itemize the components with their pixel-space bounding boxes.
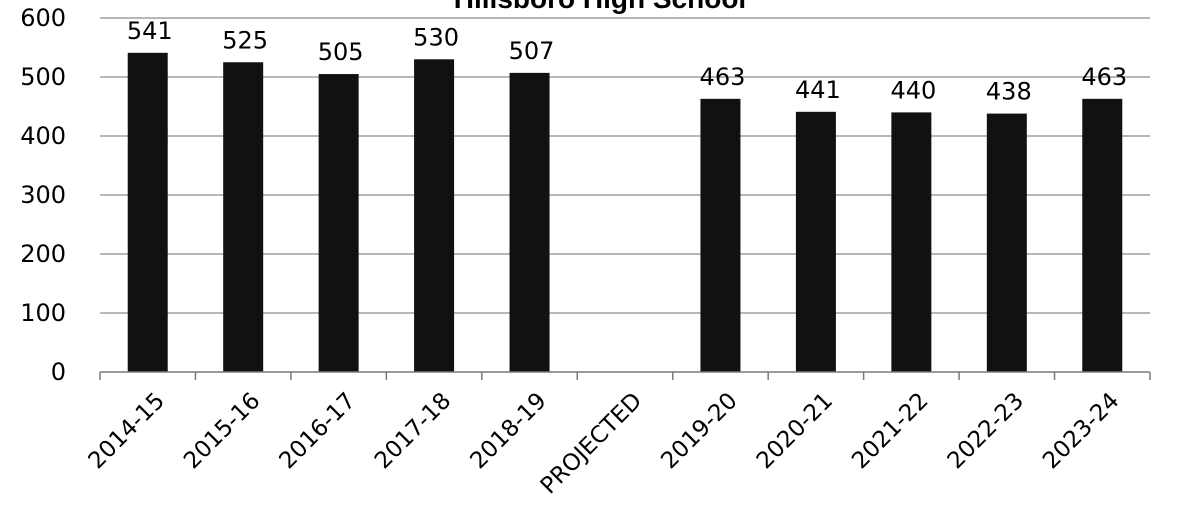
data-label: 440 [890,76,936,104]
y-axis-ticks: 0 100 200 300 400 500 600 [20,4,66,386]
data-label: 463 [1081,63,1127,91]
x-tick-label: 2016-17 [275,388,361,474]
y-tick-label: 400 [20,122,66,150]
x-tick-label: 2021-22 [847,388,933,474]
y-tick-label: 100 [20,299,66,327]
data-label: 525 [222,26,268,54]
data-labels: 541 525 505 530 507 463 441 440 438 463 [127,17,1127,106]
data-label: 507 [509,37,555,65]
y-tick-label: 500 [20,63,66,91]
bar [318,74,359,373]
x-tick-label: 2017-18 [370,388,456,474]
chart-title: Hillsboro High School [454,0,746,14]
bar [509,72,550,373]
gridlines [99,17,1151,380]
y-tick-label: 300 [20,181,66,209]
bar [795,111,836,372]
data-label: 441 [795,76,841,104]
bar [700,98,741,372]
y-tick-label: 600 [20,4,66,32]
x-tick-label: PROJECTED [536,388,647,499]
x-tick-label: 2015-16 [179,388,265,474]
bars [127,52,1123,373]
data-label: 463 [700,63,746,91]
bar [414,59,455,373]
x-tick-label: 2018-19 [465,388,551,474]
y-tick-label: 200 [20,240,66,268]
bar [127,52,168,373]
bar [891,112,932,373]
bar [1082,98,1123,372]
y-tick-label: 0 [51,358,66,386]
bar [986,113,1027,372]
data-label: 530 [413,23,459,51]
x-tick-label: 2023-24 [1038,388,1124,474]
bar [223,62,264,372]
data-label: 438 [986,78,1032,106]
x-tick-label: 2022-23 [943,388,1029,474]
x-tick-label: 2019-20 [656,388,742,474]
data-label: 541 [127,17,173,45]
x-axis-ticks: 2014-15 2015-16 2016-17 2017-18 2018-19PROJE… [84,388,1125,499]
x-tick-label: 2020-21 [752,388,838,474]
x-tick-label: 2014-15 [84,388,170,474]
data-label: 505 [318,38,364,66]
